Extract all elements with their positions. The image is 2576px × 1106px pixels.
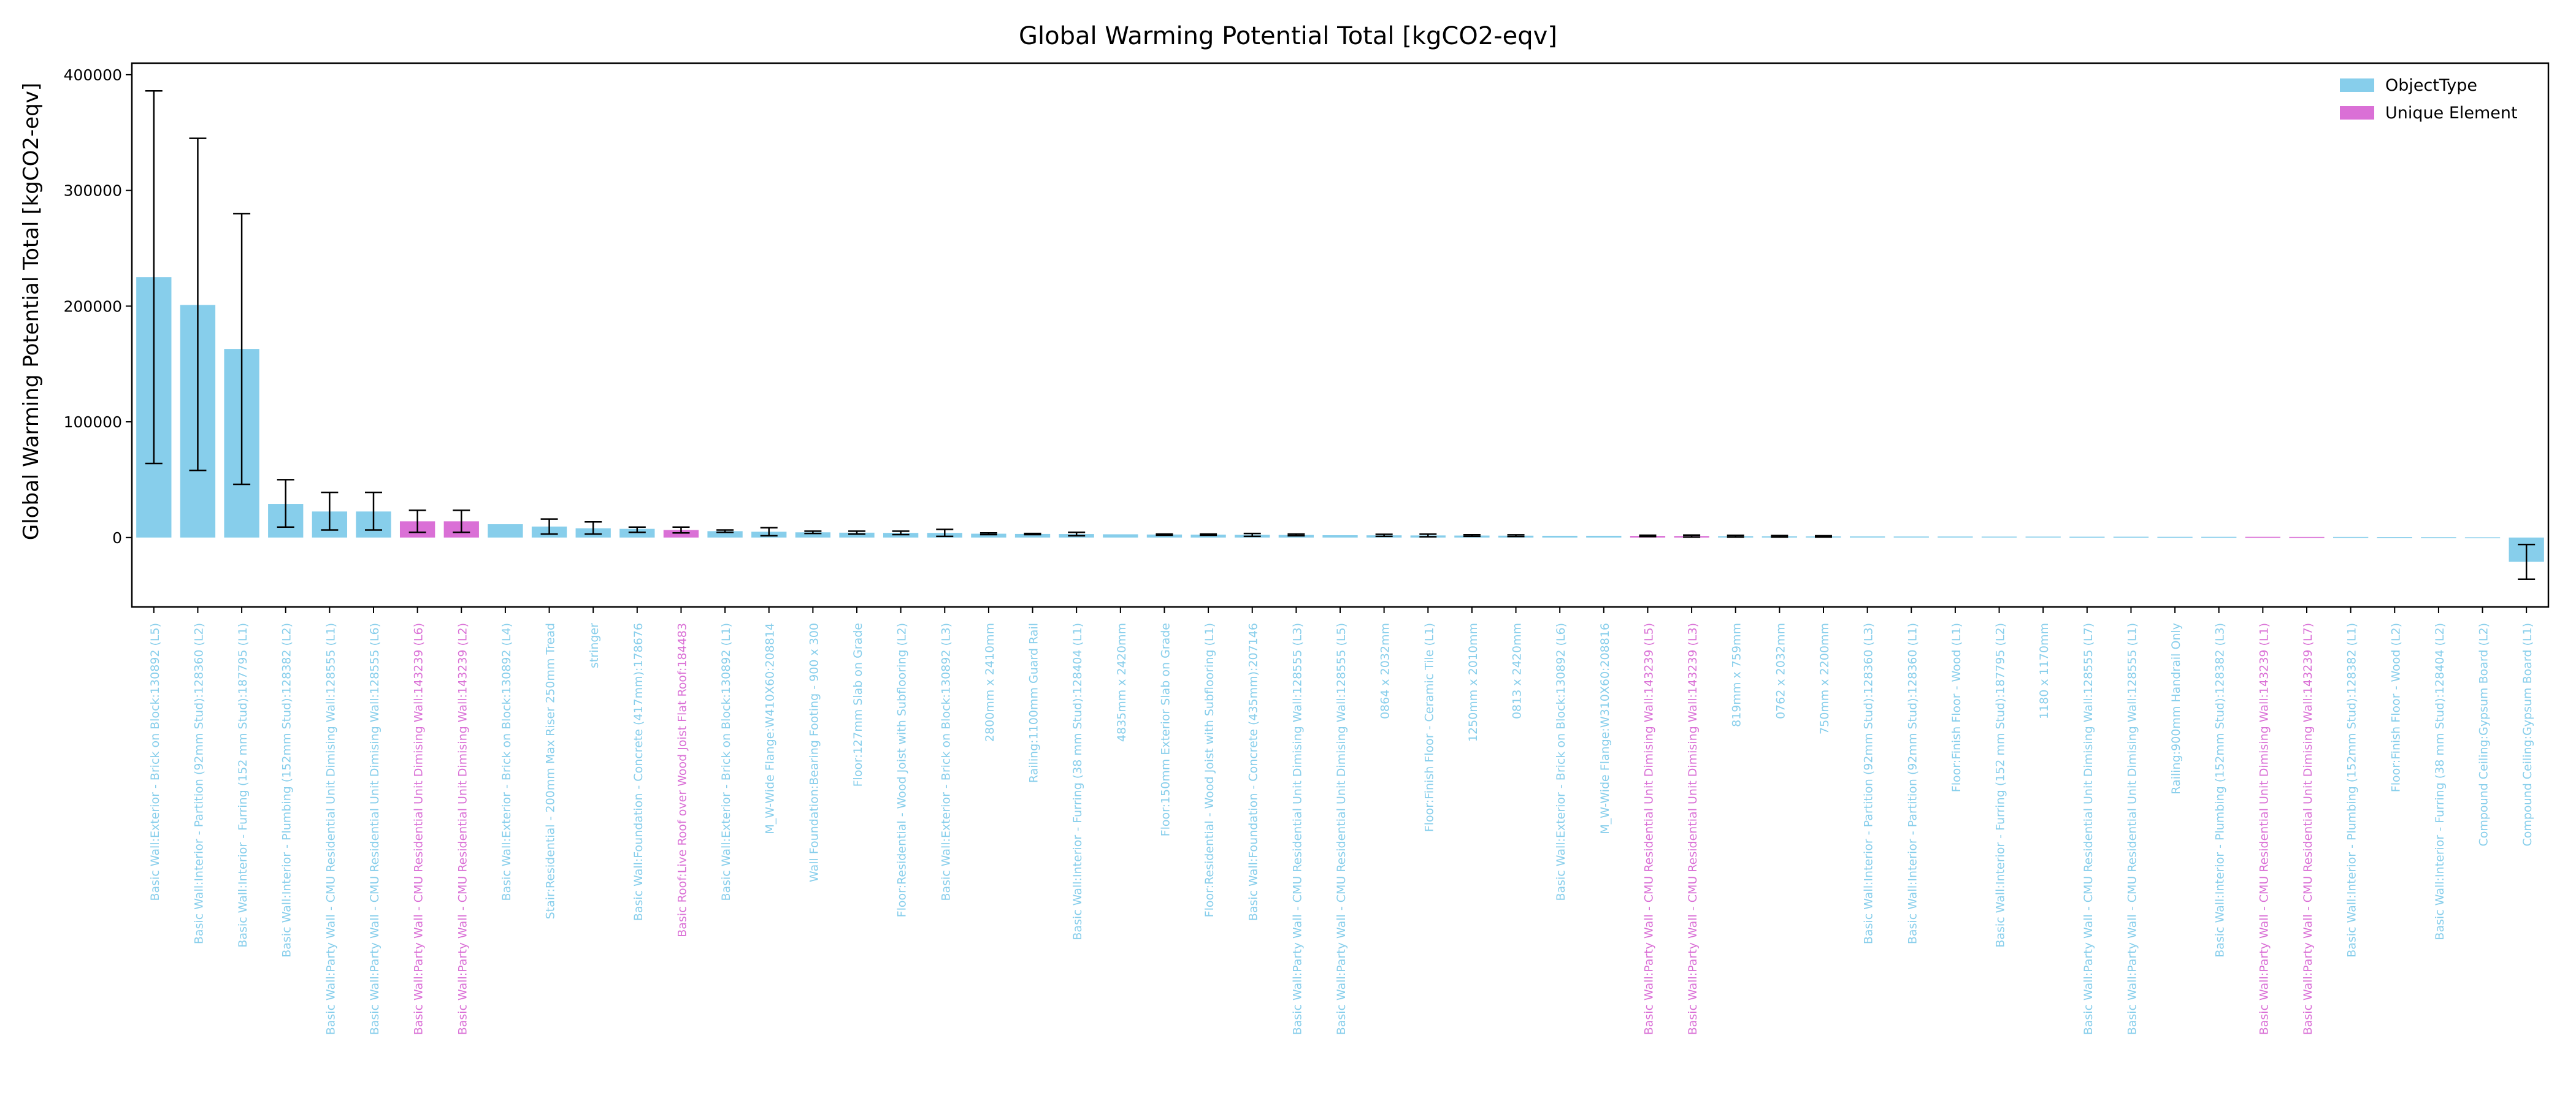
x-tick-label: Stair:Residential - 200mm Max Riser 250m…: [544, 623, 558, 919]
x-tick-label: 2800mm x 2410mm: [983, 623, 997, 742]
x-tick-label: Basic Wall:Party Wall - CMU Residential …: [368, 623, 381, 1035]
bar: [2113, 536, 2149, 538]
x-tick-label: Basic Wall:Interior - Partition (92mm St…: [192, 623, 205, 944]
x-tick-label: Basic Wall:Party Wall - CMU Residential …: [2257, 623, 2271, 1035]
x-tick-label: Floor:150mm Exterior Slab on Grade: [1159, 623, 1172, 836]
x-tick-label: Basic Wall:Interior - Plumbing (152mm St…: [2214, 623, 2227, 958]
x-tick-label: Basic Wall:Interior - Furring (152 mm St…: [1994, 623, 2007, 948]
x-tick-label: Basic Wall:Party Wall - CMU Residential …: [412, 623, 426, 1035]
x-tick-label: 750mm x 2200mm: [1818, 623, 1831, 734]
x-tick-label: Floor:Finish Floor - Wood (L1): [1950, 623, 1963, 792]
bar: [1146, 534, 1183, 538]
legend-swatch: [2340, 106, 2374, 120]
bar: [2201, 536, 2237, 538]
x-tick-label: M_W-Wide Flange:W410X60:208814: [764, 623, 777, 834]
x-tick-label: Railing:900mm Handrail Only: [2169, 623, 2183, 795]
legend-swatch: [2340, 78, 2374, 92]
x-tick-label: Basic Wall:Party Wall - CMU Residential …: [456, 623, 469, 1035]
bar: [707, 531, 743, 538]
bar: [2333, 536, 2369, 538]
x-tick-label: Basic Wall:Exterior - Brick on Block:130…: [939, 623, 953, 901]
y-tick-label: 400000: [64, 66, 122, 84]
x-tick-label: Basic Wall:Party Wall - CMU Residential …: [1335, 623, 1348, 1035]
x-tick-label: Basic Wall:Interior - Plumbing (152mm St…: [2345, 623, 2359, 958]
bar: [839, 532, 875, 538]
y-tick-label: 300000: [64, 182, 122, 200]
x-tick-label: Basic Wall:Exterior - Brick on Block:130…: [1554, 623, 1568, 901]
bar: [1586, 535, 1622, 538]
x-tick-label: Basic Wall:Interior - Partition (92mm St…: [1906, 623, 1919, 944]
x-tick-label: 1250mm x 2010mm: [1466, 623, 1480, 742]
bar: [795, 532, 831, 538]
bar: [488, 524, 523, 538]
x-tick-label: 0813 x 2420mm: [1511, 623, 1524, 719]
x-tick-label: Railing:1100mm Guard Rail: [1027, 623, 1041, 783]
x-tick-label: Basic Roof:Live Roof over Wood Joist Fla…: [675, 623, 689, 937]
bar: [2157, 536, 2193, 538]
x-tick-label: Floor:Residential - Wood Joist with Subf…: [1203, 623, 1216, 917]
x-tick-label: stringer: [588, 623, 601, 668]
x-tick-label: Basic Wall:Interior - Furring (38 mm Stu…: [1071, 623, 1084, 940]
bar: [1849, 536, 1885, 538]
y-tick-label: 0: [112, 529, 122, 547]
bar: [2421, 537, 2456, 538]
y-tick-label: 200000: [64, 297, 122, 315]
y-tick-label: 100000: [64, 413, 122, 431]
bar: [1322, 535, 1358, 538]
bar: [1542, 535, 1577, 538]
bar: [1014, 533, 1051, 538]
plot-area: 0 100000 200000 300000 400000 Basic Wall:Exte…: [64, 62, 2550, 1035]
x-tick-label: Basic Wall:Interior - Furring (38 mm Stu…: [2433, 623, 2447, 940]
x-tick-label: Basic Wall:Party Wall - CMU Residential …: [2125, 623, 2139, 1035]
x-tick-label: 0864 x 2032mm: [1379, 623, 1392, 719]
bar: [1103, 534, 1138, 538]
x-tick-label: Floor:Residential - Wood Joist with Subf…: [895, 623, 909, 917]
x-tick-label: Basic Wall:Party Wall - CMU Residential …: [1686, 623, 1700, 1035]
x-tick-label: Basic Wall:Interior - Partition (92mm St…: [1862, 623, 1876, 944]
x-tick-label: Basic Wall:Interior - Plumbing (152mm St…: [280, 623, 294, 958]
bar: [971, 533, 1006, 538]
x-tick-label: Basic Wall:Party Wall - CMU Residential …: [324, 623, 337, 1035]
x-tick-label: Compound Ceiling:Gypsum Board (L1): [2521, 623, 2534, 846]
bar: [1893, 536, 1929, 538]
bar: [2289, 536, 2325, 538]
x-tick-label: Floor:127mm Slab on Grade: [851, 623, 865, 787]
bar: [1938, 536, 1973, 538]
x-tick-label: Basic Wall:Interior - Furring (152 mm St…: [236, 623, 250, 948]
bar: [2377, 537, 2412, 538]
x-tick-label: Basic Wall:Party Wall - CMU Residential …: [1290, 623, 1304, 1035]
x-tick-label: Basic Wall:Party Wall - CMU Residential …: [1642, 623, 1655, 1035]
x-tick-label: Basic Wall:Foundation - Concrete (435mm)…: [1247, 623, 1260, 921]
chart-legend: ObjectType Unique Element: [2340, 76, 2518, 123]
bar: [663, 530, 699, 538]
x-tick-label: 819mm x 759mm: [1730, 623, 1744, 727]
x-tick-label: Floor:Finish Floor - Wood (L2): [2389, 623, 2402, 792]
bar: [619, 528, 655, 538]
bar: [1190, 535, 1226, 538]
x-tick-label: Basic Wall:Party Wall - CMU Residential …: [2082, 623, 2095, 1035]
x-tick-label: Floor:Finish Floor - Ceramic Tile (L1): [1422, 623, 1436, 832]
y-axis-label: Global Warming Potential Total [kgCO2-eq…: [19, 83, 44, 540]
legend-label: Unique Element: [2385, 104, 2518, 123]
x-tick-label: Basic Wall:Exterior - Brick on Block:130…: [148, 623, 162, 901]
x-tick-label: 1180 x 1170mm: [2037, 623, 2051, 719]
bar: [2025, 536, 2061, 538]
x-tick-label: Compound Ceiling:Gypsum Board (L2): [2477, 623, 2491, 846]
x-tick-label: Basic Wall:Foundation - Concrete (417mm)…: [632, 623, 645, 921]
x-tick-label: Wall Foundation:Bearing Footing - 900 x …: [807, 623, 821, 882]
x-tick-label: M_W-Wide Flange:W310X60:208816: [1598, 623, 1612, 834]
chart-title: Global Warming Potential Total [kgCO2-eq…: [1019, 22, 1557, 50]
x-tick-label: 0762 x 2032mm: [1774, 623, 1787, 719]
x-tick-label: Basic Wall:Exterior - Brick on Block:130…: [500, 623, 513, 901]
x-tick-label: Basic Wall:Party Wall - CMU Residential …: [2301, 623, 2315, 1035]
legend-label: ObjectType: [2385, 76, 2477, 95]
bar: [2245, 536, 2281, 538]
x-tick-label: Basic Wall:Exterior - Brick on Block:130…: [719, 623, 733, 901]
bar: [2069, 536, 2105, 538]
bar: [2464, 537, 2501, 538]
bar: [1981, 536, 2017, 538]
x-tick-label: 4835mm x 2420mm: [1115, 623, 1129, 742]
